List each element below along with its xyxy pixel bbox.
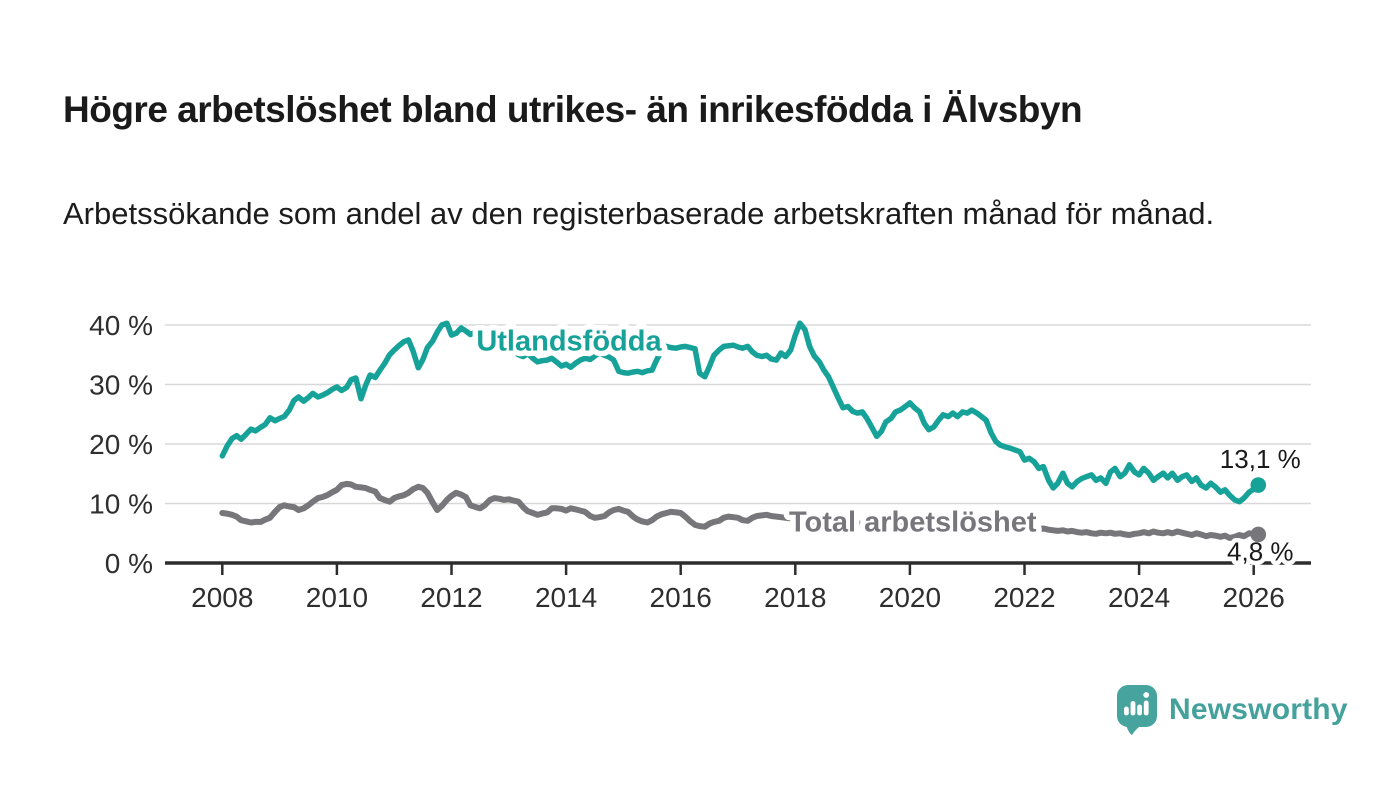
series-label-utlandsfodda: Utlandsfödda [476,325,662,357]
y-tick-label: 40 % [89,310,153,341]
chart-subtitle: Arbetssökande som andel av den registerb… [63,196,1215,231]
y-tick-label: 10 % [89,489,153,520]
newsworthy-speech-bubble-bar-chart-icon [1117,685,1157,735]
series-end-dot-total-arbetsloshet [1250,526,1267,543]
x-tick-label: 2026 [1223,582,1285,613]
y-tick-label: 30 % [89,370,153,401]
series-end-value-total-arbetsloshet: 4,8 % [1227,536,1294,566]
page-title: Högre arbetslöshet bland utrikes- än inr… [63,88,1083,130]
x-tick-label: 2010 [306,582,368,613]
x-tick-label: 2016 [650,582,712,613]
x-tick-label: 2024 [1108,582,1170,613]
x-tick-label: 2022 [993,582,1055,613]
x-tick-label: 2020 [879,582,941,613]
series-end-value-utlandsfodda: 13,1 % [1220,444,1301,474]
x-tick-label: 2018 [764,582,826,613]
y-tick-label: 20 % [89,429,153,460]
series-line-total-arbetsloshet [219,480,1262,541]
x-tick-label: 2008 [191,582,253,613]
brand-name: Newsworthy [1169,693,1348,726]
series-end-dot-utlandsfodda [1250,477,1267,493]
x-tick-label: 2012 [420,582,482,613]
series-line-utlandsfodda [219,320,1262,505]
x-tick-label: 2014 [535,582,597,613]
brand-logo: Newsworthy [1116,684,1348,736]
series-label-total-arbetsloshet: Total arbetslöshet [789,506,1037,538]
y-tick-label: 0 % [105,548,153,579]
